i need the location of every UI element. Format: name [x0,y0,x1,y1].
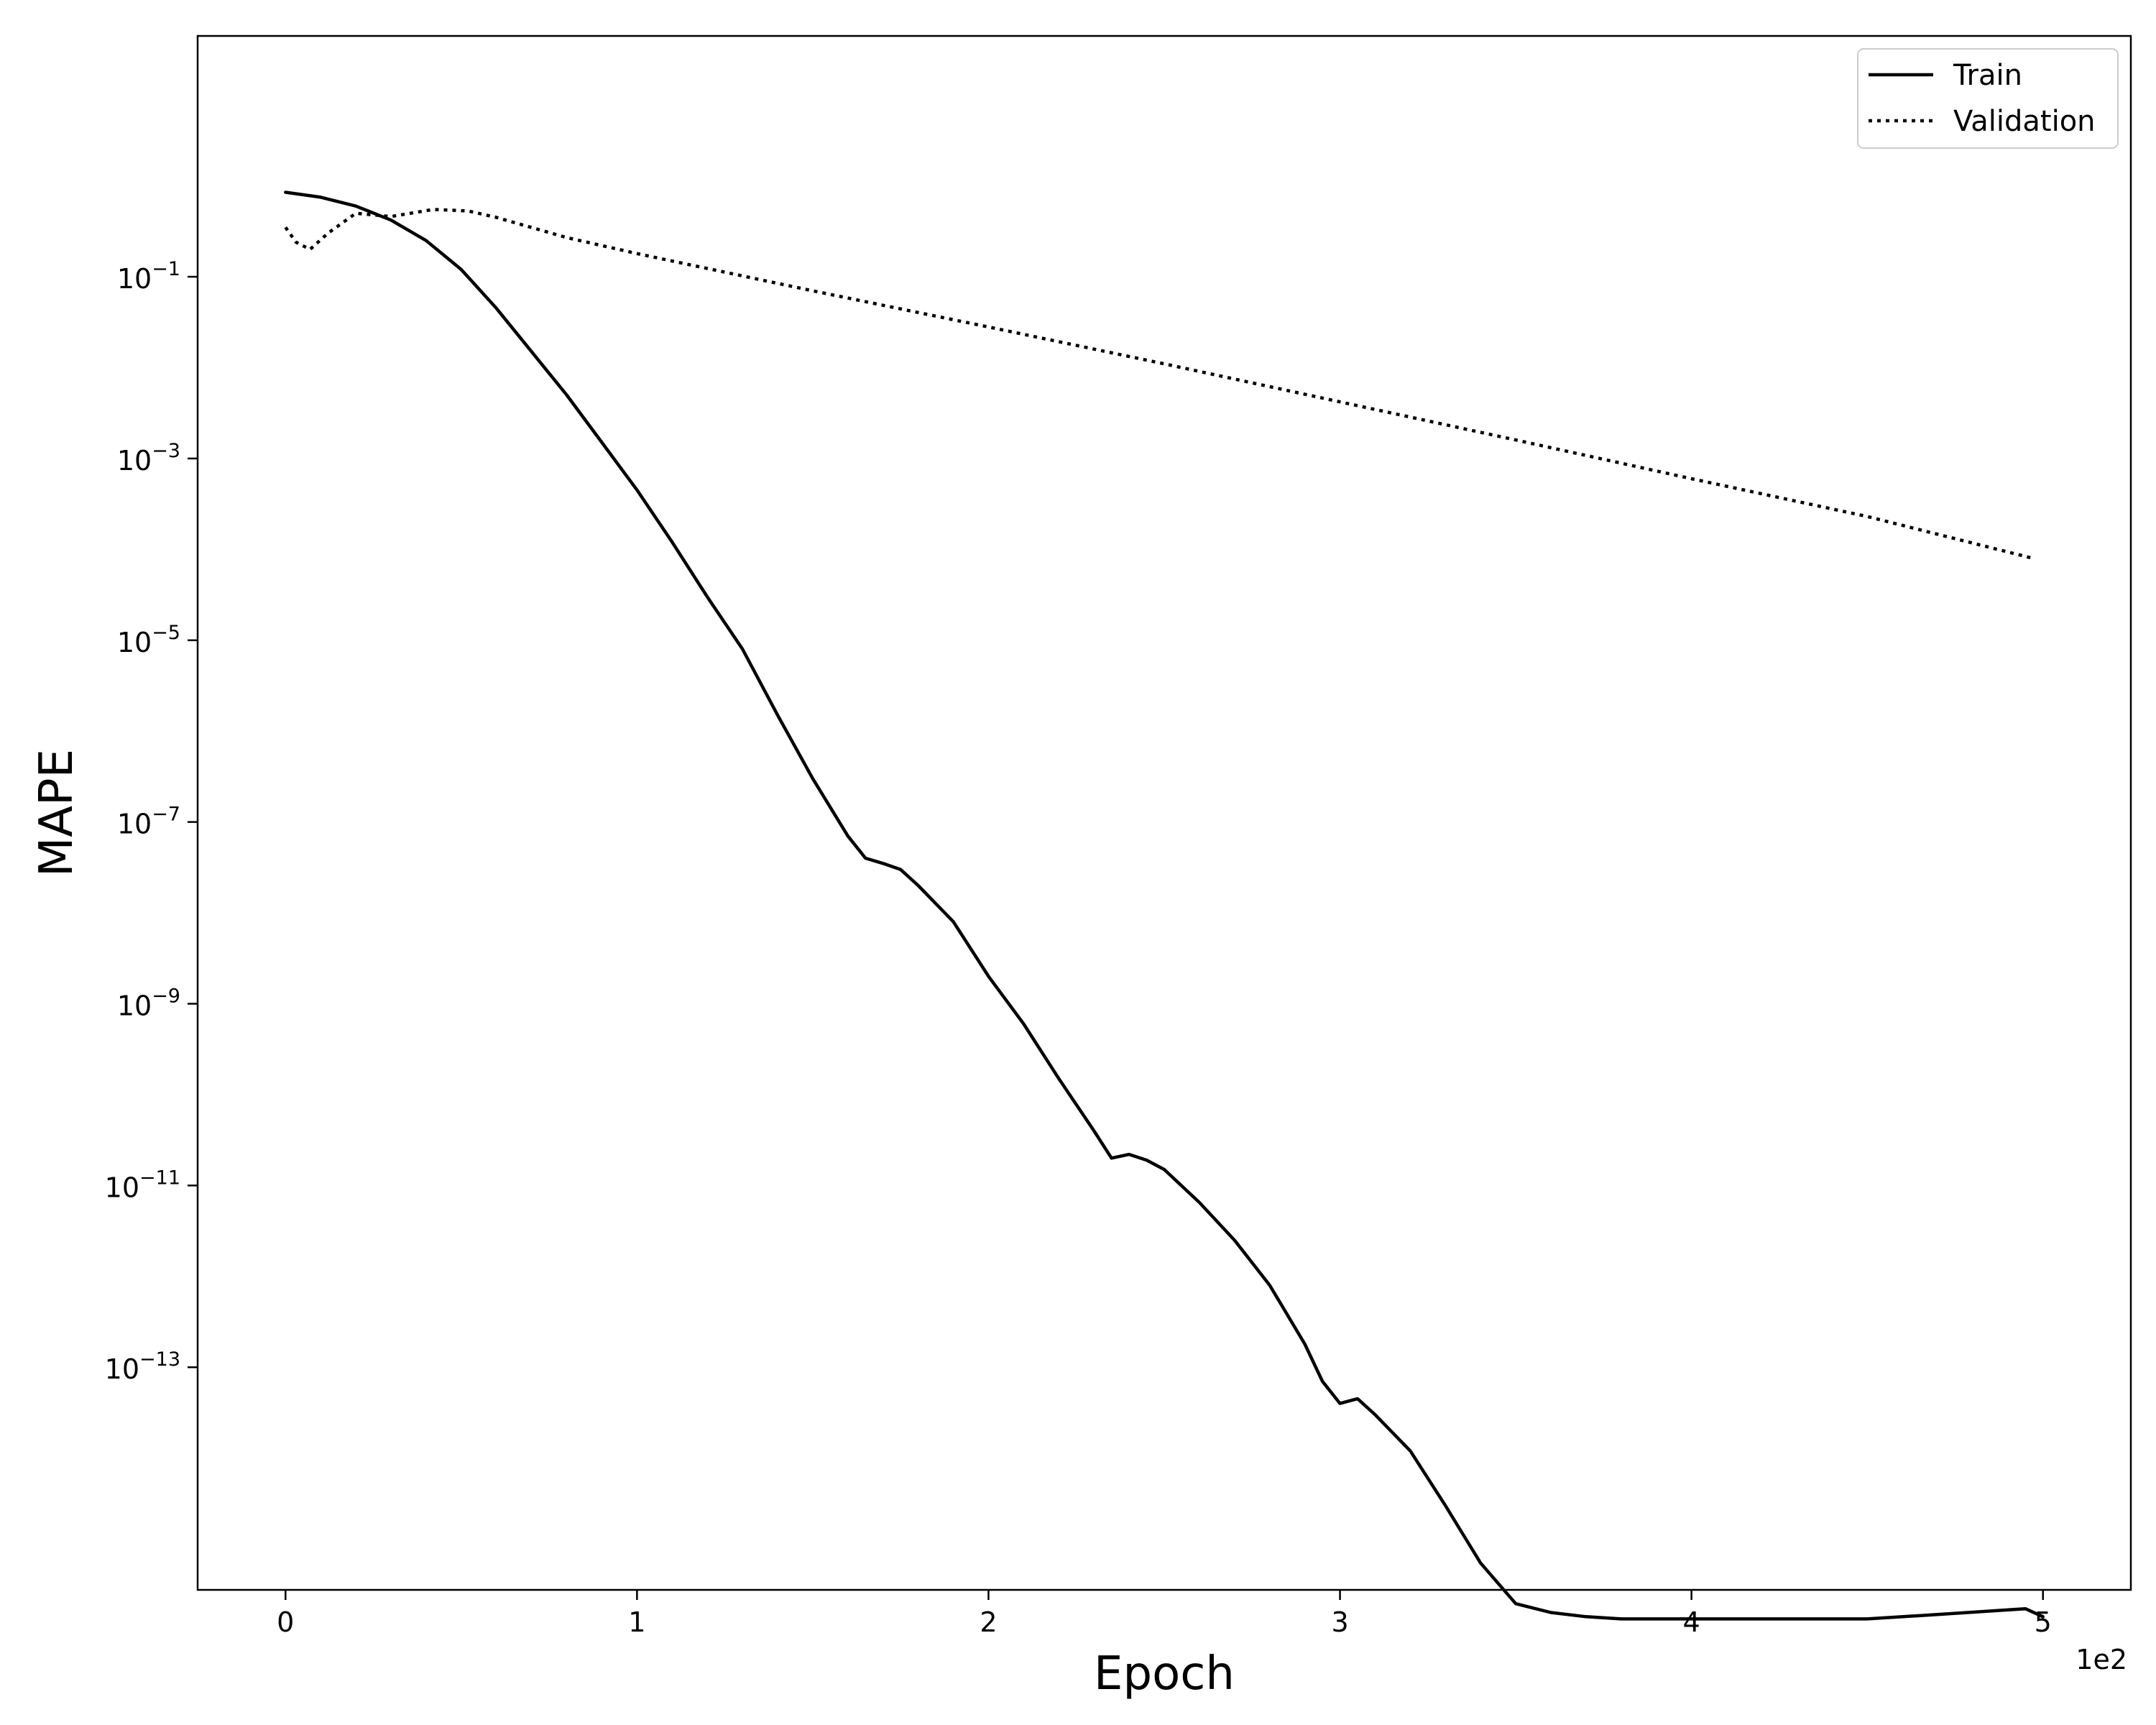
y-axis-title: MAPE [30,749,83,877]
x-tick-label: 2 [980,1606,997,1638]
plot-frame [196,34,2132,1591]
x-tick-label: 4 [1683,1606,1700,1638]
y-tick-label: 10−11 [105,1167,180,1203]
train-series-line [284,190,2045,1621]
x-tick-label: 1 [628,1606,645,1638]
y-tick-label: 10−3 [117,440,180,477]
y-tick-label: 10−9 [117,985,180,1022]
legend-validation-label: Validation [1953,105,2096,138]
y-tick-label: 10−7 [117,804,180,840]
series-layer [284,190,2045,1621]
x-axis-title: Epoch [1094,1647,1235,1701]
y-axis: 10−1 10−3 10−5 10−7 10−9 10−11 10−13 [105,258,198,1385]
x-tick-label: 3 [1331,1606,1348,1638]
y-tick-label: 10−1 [117,258,180,295]
legend: Train Validation [1857,48,2119,149]
x-tick-label: 0 [277,1606,294,1638]
x-axis: 0 1 2 3 4 5 [277,1590,2052,1638]
legend-train-label: Train [1953,59,2022,92]
validation-series-line [284,208,2033,560]
x-offset-label: 1e2 [2076,1644,2127,1675]
y-tick-label: 10−13 [105,1348,180,1385]
y-tick-label: 10−5 [117,622,180,658]
x-tick-label: 5 [2035,1606,2052,1638]
